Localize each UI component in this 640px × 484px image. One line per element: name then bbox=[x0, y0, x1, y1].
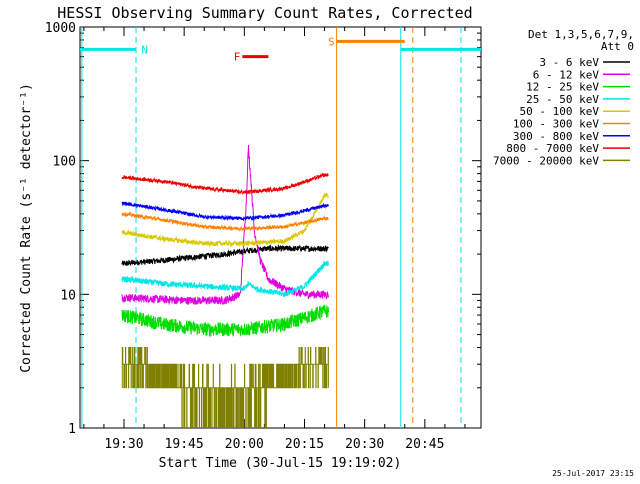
x-tick-label: 20:30 bbox=[345, 437, 384, 452]
legend-label: 12 - 25 keV bbox=[526, 81, 599, 94]
legend-header-line: Att 0 bbox=[601, 40, 634, 53]
y-tick-label: 1 bbox=[68, 422, 76, 437]
series-line bbox=[121, 201, 329, 222]
y-tick-label: 100 bbox=[53, 155, 76, 170]
flag-bar-label: N bbox=[141, 43, 148, 56]
series-line bbox=[121, 304, 329, 338]
series-line bbox=[121, 192, 329, 248]
y-axis-label: Corrected Count Rate (s⁻¹ detector⁻¹) bbox=[19, 83, 34, 373]
x-tick-label: 20:45 bbox=[405, 437, 444, 452]
series-line bbox=[121, 260, 329, 297]
timestamp-footer: 25-Jul-2017 23:15 bbox=[552, 469, 634, 478]
series-line bbox=[121, 144, 329, 306]
x-tick-label: 20:00 bbox=[225, 437, 264, 452]
chart-title: HESSI Observing Summary Count Rates, Cor… bbox=[57, 4, 472, 22]
data-traces bbox=[121, 144, 329, 428]
flag-bar-label: F bbox=[234, 51, 241, 64]
x-tick-label: 19:30 bbox=[104, 437, 143, 452]
x-tick-label: 19:45 bbox=[165, 437, 204, 452]
plot-area: 1 10 100 1000 19:30 19:45 20:00 20:15 20:30 20:45… bbox=[45, 21, 482, 452]
legend-label: 6 - 12 keV bbox=[533, 68, 600, 81]
series-line bbox=[121, 244, 329, 266]
legend-label: 50 - 100 keV bbox=[520, 105, 600, 118]
legend-label: 800 - 7000 keV bbox=[506, 142, 599, 155]
flag-bar-label: S bbox=[328, 35, 335, 48]
legend-header-line: Det 1,3,5,6,7,9, bbox=[528, 28, 634, 41]
legend-label: 25 - 50 keV bbox=[526, 93, 599, 106]
legend-label: 100 - 300 keV bbox=[513, 118, 599, 131]
y-tick-label: 10 bbox=[60, 288, 76, 303]
plot-frame bbox=[79, 26, 482, 429]
series-line bbox=[121, 172, 329, 195]
x-axis-label: Start Time (30-Jul-15 19:19:02) bbox=[159, 456, 402, 471]
legend-label: 300 - 800 keV bbox=[513, 130, 599, 143]
series-line bbox=[121, 347, 329, 428]
series-line bbox=[121, 211, 329, 232]
legend-label: 3 - 6 keV bbox=[539, 56, 599, 69]
legend-label: 7000 - 20000 keV bbox=[493, 154, 599, 167]
x-tick-label: 20:15 bbox=[285, 437, 324, 452]
y-tick-label: 1000 bbox=[45, 21, 76, 36]
legend-header: Det 1,3,5,6,7,9, Att 0 bbox=[528, 28, 634, 53]
